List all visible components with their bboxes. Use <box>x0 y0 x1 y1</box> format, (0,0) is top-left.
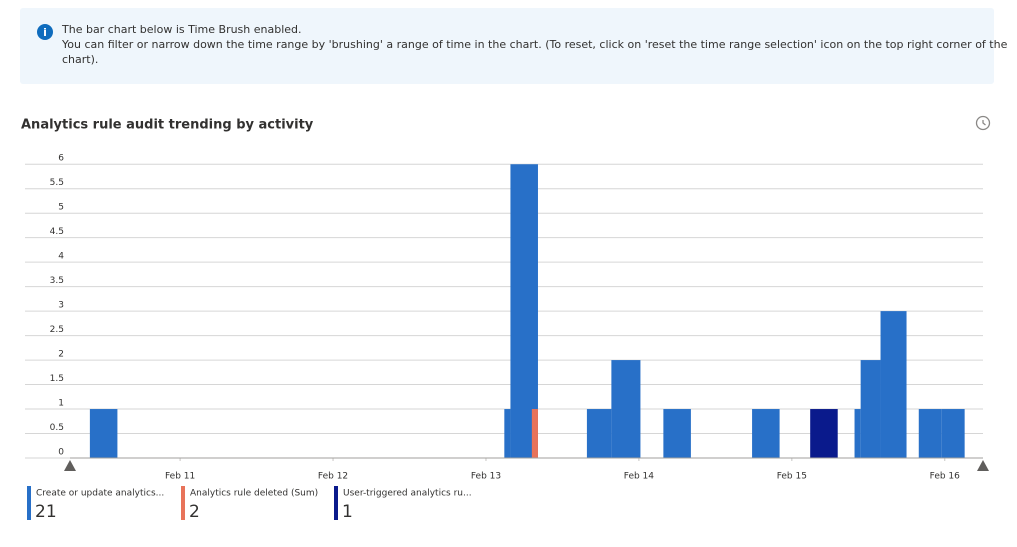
brush-handle-right[interactable] <box>977 460 989 471</box>
legend-swatch <box>334 486 338 520</box>
x-tick-label: Feb 13 <box>471 472 501 482</box>
info-banner <box>20 8 994 84</box>
banner-line: The bar chart below is Time Brush enable… <box>61 23 302 36</box>
y-tick-label: 4 <box>58 252 64 262</box>
legend-name: Create or update analytics... <box>36 489 164 499</box>
y-tick-label: 4.5 <box>50 227 64 237</box>
x-tick-label: Feb 15 <box>777 472 807 482</box>
bar <box>854 409 861 458</box>
legend-name: Analytics rule deleted (Sum) <box>190 489 318 499</box>
y-tick-label: 3.5 <box>50 276 64 286</box>
bar <box>918 409 942 458</box>
bar <box>752 409 780 458</box>
info-icon <box>37 24 53 40</box>
bar <box>810 409 838 458</box>
bar <box>531 409 538 458</box>
y-tick-label: 6 <box>58 154 64 164</box>
y-tick-label: 0 <box>58 448 64 458</box>
legend-total: 1 <box>342 502 353 522</box>
y-tick-label: 2.5 <box>50 325 64 335</box>
banner-line: You can filter or narrow down the time r… <box>61 38 1008 51</box>
legend-total: 21 <box>35 502 57 522</box>
y-tick-label: 1 <box>58 399 64 409</box>
y-tick-label: 5 <box>58 203 64 213</box>
bar <box>941 409 965 458</box>
x-tick-label: Feb 12 <box>318 472 348 482</box>
legend-swatch <box>181 486 185 520</box>
legend-name: User-triggered analytics ru... <box>343 489 472 499</box>
bar <box>860 360 881 458</box>
icon-hands <box>982 120 986 126</box>
brush-handle-left[interactable] <box>64 460 76 471</box>
y-tick-label: 3 <box>58 301 64 311</box>
x-tick-label: Feb 16 <box>930 472 961 482</box>
y-tick-label: 1.5 <box>50 374 64 384</box>
chart-title: Analytics rule audit trending by activit… <box>21 118 314 133</box>
legend-swatch <box>27 486 31 520</box>
banner-line: chart). <box>62 53 98 66</box>
bar <box>89 409 118 458</box>
legend-total: 2 <box>189 502 200 522</box>
reset-time-range-icon[interactable] <box>975 115 991 131</box>
y-tick-label: 5.5 <box>50 178 64 188</box>
bar <box>611 360 641 458</box>
y-tick-label: 2 <box>58 350 64 360</box>
bar <box>663 409 691 458</box>
icon-circle <box>975 115 991 131</box>
bar <box>880 311 907 458</box>
info-icon-glyph: i <box>43 26 47 39</box>
x-tick-label: Feb 14 <box>624 472 655 482</box>
bar <box>504 409 511 458</box>
x-tick-label: Feb 11 <box>165 472 195 482</box>
bar <box>586 409 612 458</box>
y-tick-label: 0.5 <box>50 423 64 433</box>
